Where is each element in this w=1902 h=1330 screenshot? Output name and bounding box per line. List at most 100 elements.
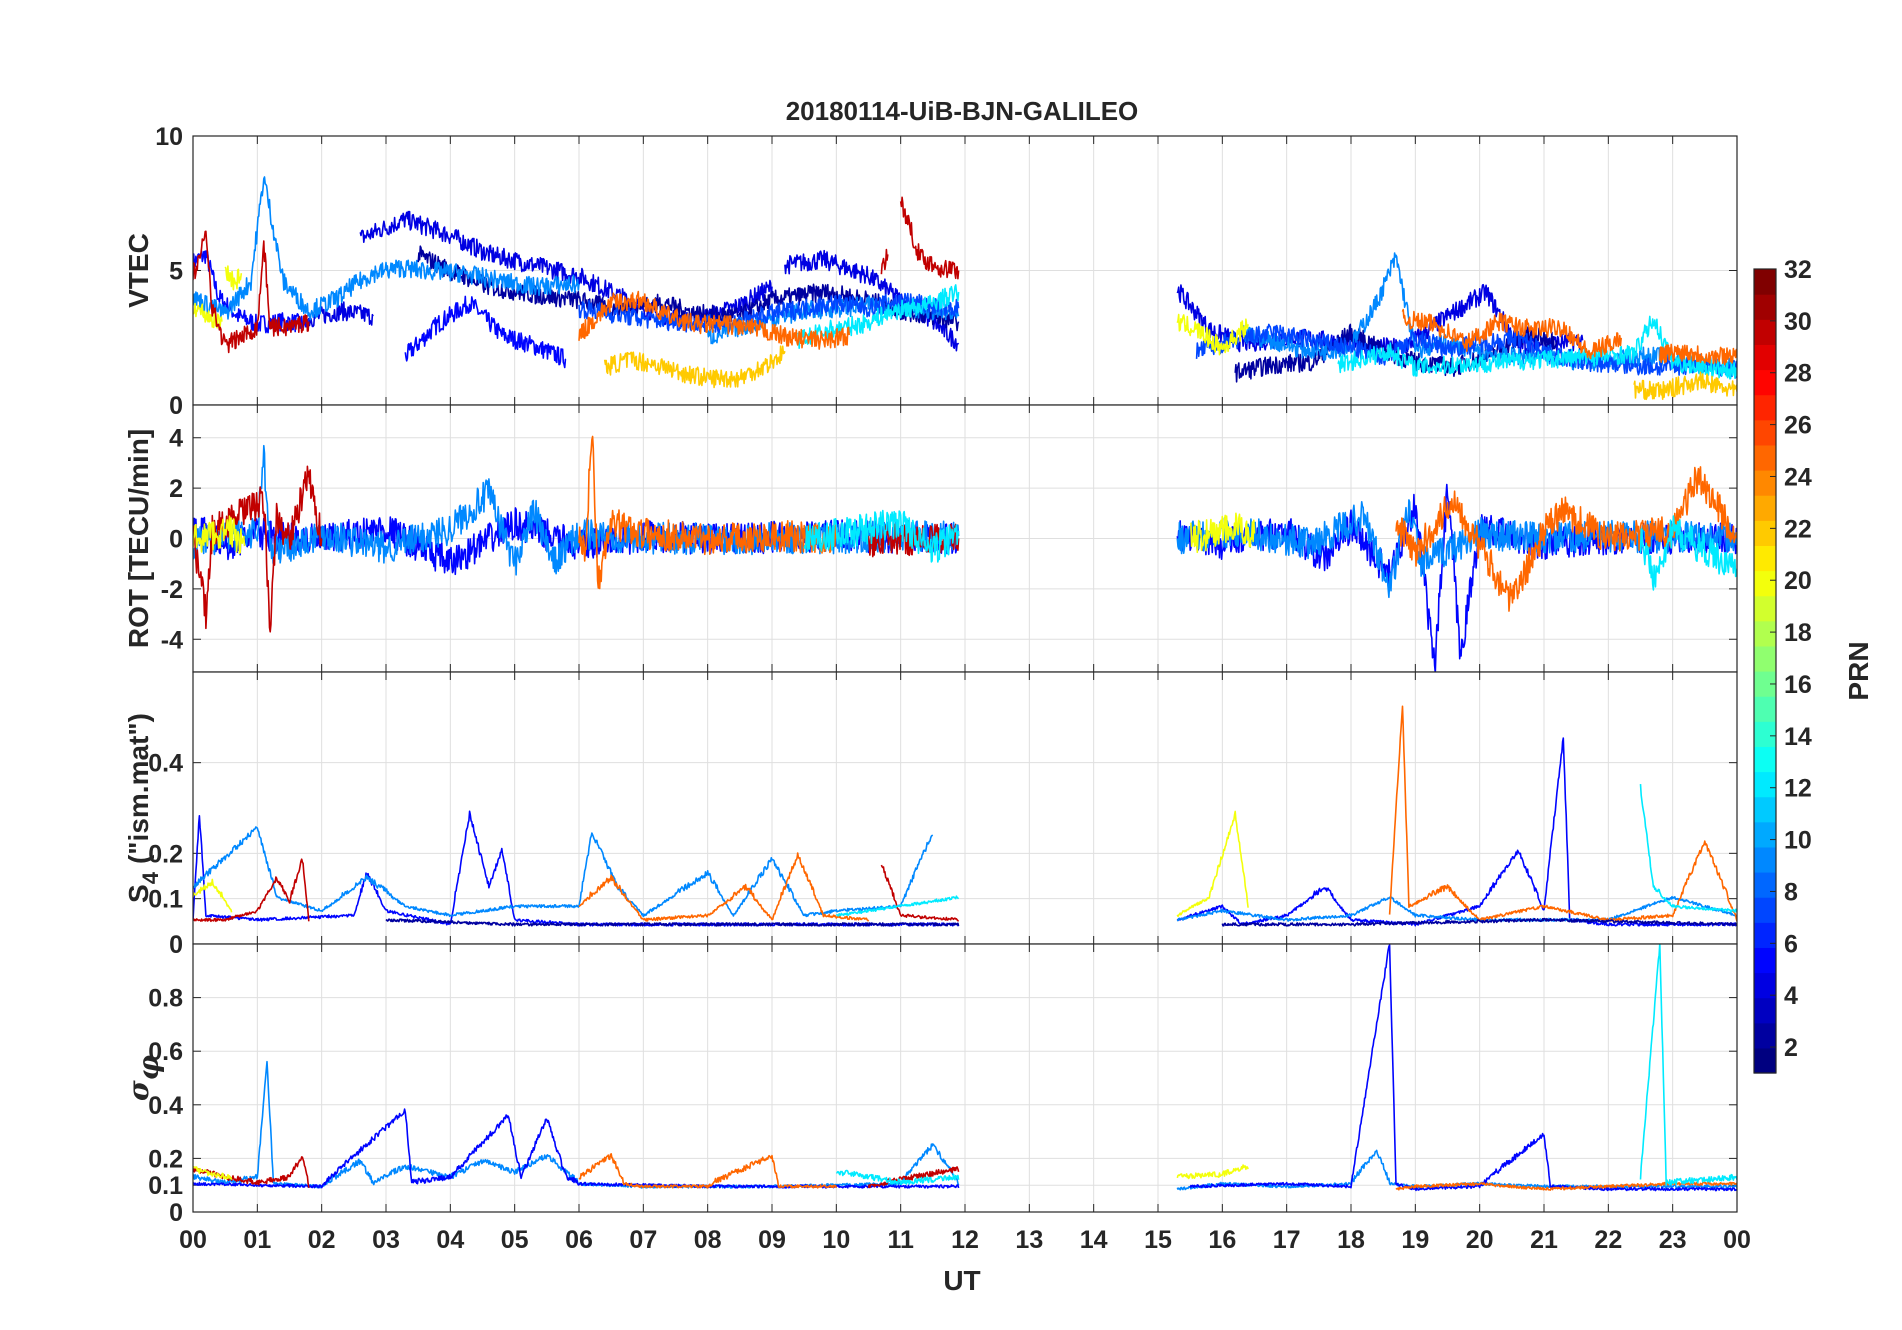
colorbar-tick-label: 14 [1784, 723, 1812, 751]
x-axis: 00 01 02 03 04 05 06 07 08 09 10 11 12 13 14 15 16 17 18 19… [179, 1226, 1751, 1254]
series-line-prn-12 [836, 1169, 960, 1186]
colorbar-frame [1753, 268, 1777, 1074]
x-tick-label: 06 [565, 1226, 593, 1254]
colorbar-tick-label: 30 [1784, 308, 1812, 336]
y-tick-label: 0.2 [148, 1145, 183, 1173]
series-line-prn-25 [578, 435, 838, 590]
colorbar-swatch-prn-17 [1754, 645, 1776, 672]
series-line-prn-12 [1639, 944, 1737, 1186]
y-tick-label: 0 [169, 931, 183, 959]
y-tick-label: 0.4 [148, 750, 183, 778]
x-tick-label: 07 [629, 1226, 657, 1254]
x-tick-label: 08 [694, 1226, 722, 1254]
y-tick-label: 4 [169, 425, 183, 453]
series-line-prn-12 [835, 895, 960, 917]
colorbar-swatch-prn-12 [1754, 771, 1776, 798]
colorbar-swatch-prn-19 [1754, 595, 1776, 622]
series-line-prn-20 [193, 515, 246, 555]
series-line-prn-5 [193, 250, 310, 334]
series-line-prn-2 [1221, 917, 1737, 927]
series-line-prn-20 [224, 265, 243, 291]
y-tick-label: 5 [169, 258, 183, 286]
x-tick-label: 10 [822, 1226, 850, 1254]
series-line-prn-20 [1176, 1164, 1249, 1180]
panel-rot: -4 -2 0 2 4 ROT [TECU/min] [123, 404, 1738, 673]
x-tick-label: 15 [1144, 1226, 1172, 1254]
series-line-prn-2 [385, 918, 960, 927]
series-line-prn-30 [193, 465, 323, 633]
colorbar-label: PRN [1843, 641, 1874, 700]
series-line-prn-12 [797, 284, 960, 350]
x-tick-label: 09 [758, 1226, 786, 1254]
colorbar-tick-label: 2 [1784, 1034, 1798, 1062]
y-tick-label: 0 [169, 526, 183, 554]
ylabel-sub: 4 [138, 871, 163, 884]
colorbar-swatch-prn-3 [1754, 997, 1776, 1024]
x-tick-label: 23 [1659, 1226, 1687, 1254]
x-tick-label: 16 [1208, 1226, 1236, 1254]
series-line-prn-12 [1639, 784, 1737, 913]
colorbar-swatch-prn-31 [1754, 294, 1776, 320]
series-line-prn-20 [1189, 512, 1256, 554]
series-line-prn-20 [193, 878, 233, 913]
panel-vtec: 0 5 10 VTEC [123, 123, 1738, 420]
y-tick-label: 0.1 [148, 1172, 183, 1200]
colorbar-tick-label: 6 [1784, 930, 1798, 958]
colorbar-swatch-prn-7 [1754, 897, 1776, 923]
x-tick-label: 12 [951, 1226, 979, 1254]
y-axis-label: σφ [122, 1054, 165, 1101]
colorbar-swatch-prn-4 [1754, 972, 1776, 999]
colorbar-tick-label: 22 [1784, 515, 1812, 543]
colorbar-swatch-prn-13 [1754, 746, 1776, 773]
series-line-prn-30 [880, 864, 960, 922]
colorbar-tick-label: 8 [1784, 878, 1798, 906]
x-tick-label: 18 [1337, 1226, 1365, 1254]
y-tick-label: -2 [161, 576, 183, 604]
colorbar-swatch-prn-27 [1754, 394, 1776, 421]
x-tick-label: 17 [1273, 1226, 1301, 1254]
colorbar-swatch-prn-20 [1754, 570, 1776, 597]
x-tick-label: 21 [1530, 1226, 1558, 1254]
series-line-prn-20 [193, 1166, 233, 1181]
colorbar-swatch-prn-8 [1754, 872, 1776, 898]
colorbar-swatch-prn-28 [1754, 369, 1776, 396]
chart-title: 20180114-UiB-BJN-GALILEO [786, 96, 1139, 126]
series-line-prn-30 [899, 196, 960, 280]
colorbar-swatch-prn-24 [1754, 470, 1776, 496]
series-line-prn-25 [578, 290, 850, 350]
series-line-prn-30 [880, 248, 889, 275]
ylabel-main: σ [122, 1080, 155, 1101]
series-line-prn-22 [603, 345, 786, 389]
colorbar-swatch-prn-26 [1754, 419, 1776, 446]
colorbar-swatch-prn-11 [1754, 796, 1776, 823]
series-line-prn-25 [578, 1153, 838, 1189]
x-tick-label: 04 [436, 1226, 464, 1254]
y-axis-label: ROT [TECU/min] [123, 429, 154, 648]
x-tick-label: 19 [1401, 1226, 1429, 1254]
y-tick-label: 10 [155, 123, 183, 151]
y-tick-label: 0.1 [148, 886, 183, 914]
x-tick-label: 11 [887, 1226, 914, 1254]
x-axis-label: UT [943, 1265, 980, 1296]
y-tick-label: 0 [169, 1199, 183, 1227]
series-line-prn-9 [193, 176, 349, 321]
ylabel-sub: φ [132, 1054, 165, 1080]
series-line-prn-9 [193, 826, 934, 918]
series-group [193, 705, 1737, 927]
colorbar-tick-label: 20 [1784, 567, 1812, 595]
series-line-prn-12 [803, 509, 960, 563]
colorbar-swatch-prn-29 [1754, 344, 1776, 371]
colorbar-tick-label: 12 [1784, 775, 1812, 803]
colorbar-tick-label: 16 [1784, 671, 1812, 699]
series-line-prn-9 [346, 259, 580, 298]
colorbar-swatch-prn-30 [1754, 319, 1776, 345]
series-group [193, 435, 1737, 672]
x-tick-label: 00 [1723, 1226, 1751, 1254]
x-tick-label: 05 [501, 1226, 529, 1254]
x-tick-label: 22 [1594, 1226, 1622, 1254]
colorbar-tick-label: 10 [1784, 827, 1812, 855]
y-tick-label: 2 [169, 475, 183, 503]
x-tick-label: 01 [243, 1226, 271, 1254]
